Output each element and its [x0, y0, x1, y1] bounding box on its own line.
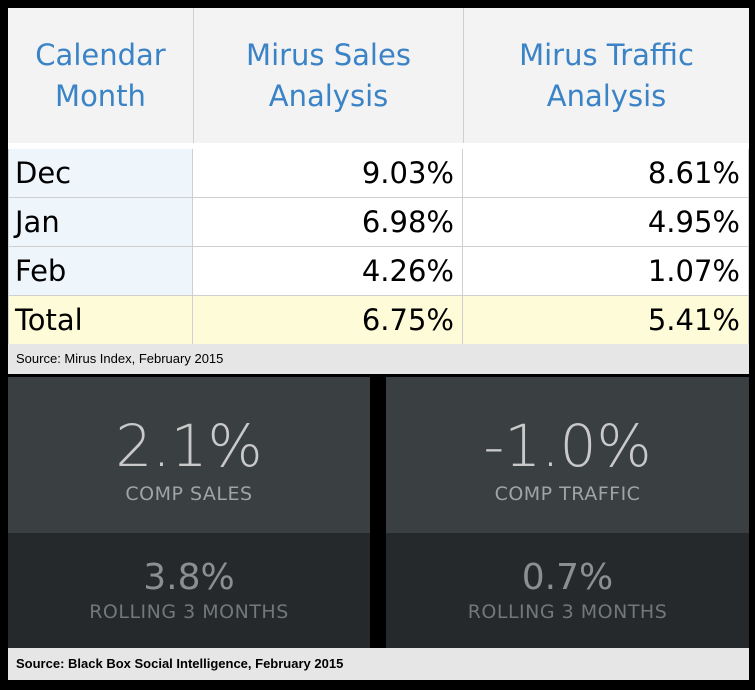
comp-traffic-value: -1.0%: [483, 412, 652, 480]
sales-rolling-label: ROLLING 3 MONTHS: [89, 601, 289, 623]
header-sales-analysis: Mirus Sales Analysis: [193, 8, 463, 143]
comp-sales-panel: 2.1% COMP SALES: [8, 377, 370, 533]
traffic-cell: 4.95%: [463, 198, 749, 247]
comp-traffic-label: COMP TRAFFIC: [494, 483, 641, 505]
sales-cell: 9.03%: [193, 149, 463, 198]
month-cell: Jan: [8, 198, 193, 247]
traffic-rolling-label: ROLLING 3 MONTHS: [467, 601, 668, 623]
table-header-row: Calendar Month Mirus Sales Analysis Miru…: [8, 8, 749, 149]
traffic-rolling-panel: 0.7% ROLLING 3 MONTHS: [386, 533, 749, 648]
table-row: Jan 6.98% 4.95%: [8, 198, 749, 247]
sales-cell: 4.26%: [193, 247, 463, 296]
traffic-rolling-value: 0.7%: [521, 557, 614, 598]
source-note-blackbox: Source: Black Box Social Intelligence, F…: [8, 648, 749, 680]
header-calendar-month: Calendar Month: [35, 37, 166, 113]
comp-traffic-panel: -1.0% COMP TRAFFIC: [386, 377, 749, 533]
total-sales-cell: 6.75%: [193, 296, 463, 345]
table-total-row: Total 6.75% 5.41%: [8, 296, 749, 345]
table-row: Dec 9.03% 8.61%: [8, 149, 749, 198]
traffic-cell: 1.07%: [463, 247, 749, 296]
header-traffic-analysis: Mirus Traffic Analysis: [463, 8, 749, 143]
total-traffic-cell: 5.41%: [463, 296, 749, 345]
sales-cell: 6.98%: [193, 198, 463, 247]
sales-rolling-value: 3.8%: [143, 557, 235, 598]
table-row: Feb 4.26% 1.07%: [8, 247, 749, 296]
mirus-table: Calendar Month Mirus Sales Analysis Miru…: [8, 8, 749, 374]
month-cell: Dec: [8, 149, 193, 198]
source-note-mirus: Source: Mirus Index, February 2015: [8, 344, 749, 374]
traffic-cell: 8.61%: [463, 149, 749, 198]
total-label-cell: Total: [8, 296, 193, 345]
sales-rolling-panel: 3.8% ROLLING 3 MONTHS: [8, 533, 370, 648]
month-cell: Feb: [8, 247, 193, 296]
comp-sales-label: COMP SALES: [125, 483, 253, 505]
comp-sales-value: 2.1%: [115, 412, 263, 480]
